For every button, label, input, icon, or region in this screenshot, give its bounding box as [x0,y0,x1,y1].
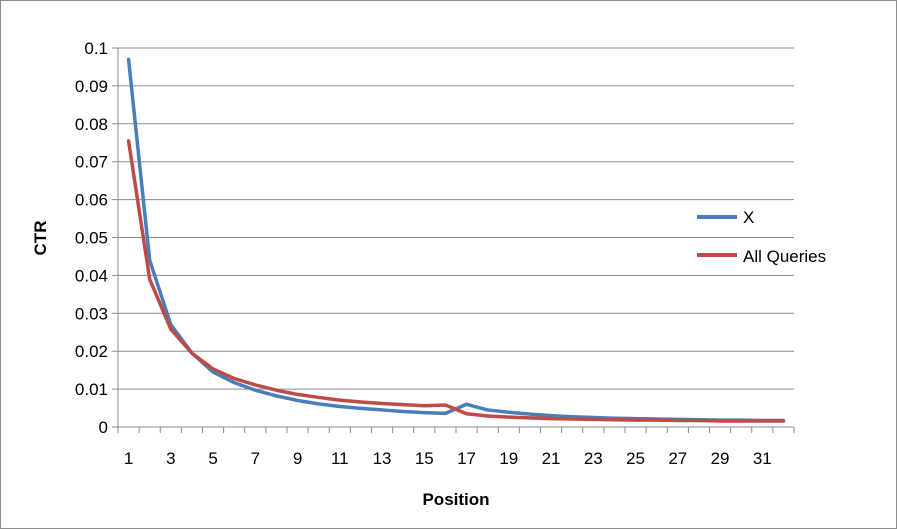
series-line-all-queries [126,139,786,423]
y-tick-label: 0.09 [75,77,108,96]
x-tick-label: 21 [542,449,561,468]
y-tick-label: 0.05 [75,229,108,248]
y-tick-label: 0.07 [75,153,108,172]
x-tick-label: 19 [499,449,518,468]
gridlines [118,47,794,390]
x-tick-label: 5 [208,449,217,468]
x-tick-label: 31 [753,449,772,468]
x-tick-label: 3 [166,449,175,468]
series-lines [126,57,786,423]
x-tick-label: 25 [626,449,645,468]
y-tick-label: 0.08 [75,115,108,134]
x-tick-labels: 1 3 5 7 9 11 13 15 17 19 21 23 25 27 29 31 [124,449,772,468]
x-tick-label: 1 [124,449,133,468]
x-tick-label: 11 [331,449,349,468]
x-tick-label: 13 [373,449,392,468]
y-tick-label: 0.04 [75,266,108,285]
x-tick-label: 9 [293,449,302,468]
x-tick-label: 23 [584,449,603,468]
y-tick-label: 0.1 [84,39,108,58]
series-line-x [126,57,786,423]
y-axis-title: CTR [31,221,50,256]
legend: X All Queries [697,208,826,266]
legend-label-x: X [743,208,754,227]
x-tick-label: 15 [415,449,434,468]
y-tick-label: 0.01 [75,380,108,399]
y-tick-labels: 0 0.01 0.02 0.03 0.04 0.05 0.06 0.07 0.08 0.09 0.1 [75,39,108,437]
x-tick-label: 7 [251,449,260,468]
axes [112,47,795,433]
x-tick-label: 27 [668,449,687,468]
y-tick-label: 0.06 [75,191,108,210]
y-tick-label: 0.02 [75,342,108,361]
legend-label-all-queries: All Queries [743,247,826,266]
x-tick-label: 17 [457,449,476,468]
y-tick-label: 0.03 [75,304,108,323]
y-tick-label: 0 [99,418,108,437]
x-tick-label: 29 [711,449,730,468]
x-axis-title: Position [422,490,489,509]
